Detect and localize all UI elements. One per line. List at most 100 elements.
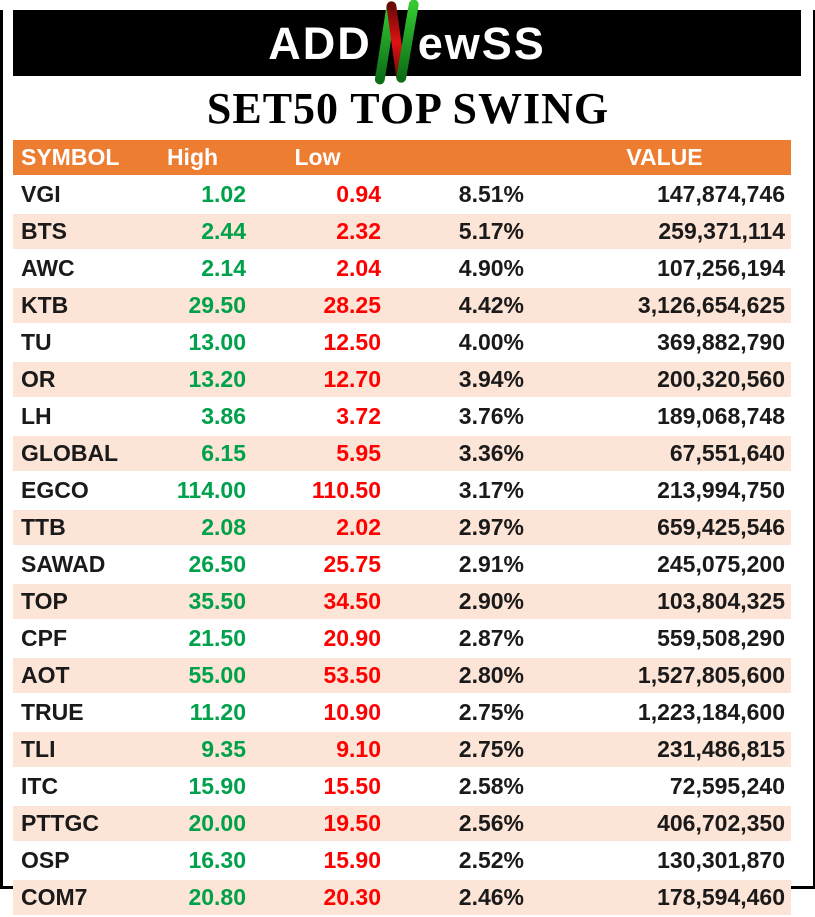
table-row: CPF 21.50 20.90 2.87% 559,508,290 xyxy=(13,620,791,658)
low-cell: 20.90 xyxy=(250,620,385,658)
symbol-cell: TOP xyxy=(13,583,135,621)
low-cell: 53.50 xyxy=(250,657,385,695)
symbol-cell: BTS xyxy=(13,213,135,251)
swing-percent-cell: 2.87% xyxy=(385,620,538,658)
high-cell: 13.00 xyxy=(135,324,250,362)
table-header: SYMBOL High Low VALUE xyxy=(13,140,791,177)
low-cell: 2.04 xyxy=(250,250,385,288)
low-cell: 0.94 xyxy=(250,176,385,214)
header-low: Low xyxy=(250,140,385,177)
header-swing-percent xyxy=(385,140,538,177)
swing-percent-cell: 4.90% xyxy=(385,250,538,288)
low-cell: 3.72 xyxy=(250,398,385,436)
high-cell: 20.00 xyxy=(135,805,250,843)
value-cell: 130,301,870 xyxy=(538,842,791,880)
swing-percent-cell: 2.58% xyxy=(385,768,538,806)
symbol-cell: AOT xyxy=(13,657,135,695)
table-row: TLI 9.35 9.10 2.75% 231,486,815 xyxy=(13,731,791,769)
low-cell: 110.50 xyxy=(250,472,385,510)
low-cell: 10.90 xyxy=(250,694,385,732)
high-cell: 20.80 xyxy=(135,879,250,917)
table-row: TU 13.00 12.50 4.00% 369,882,790 xyxy=(13,324,791,362)
high-cell: 21.50 xyxy=(135,620,250,658)
symbol-cell: OSP xyxy=(13,842,135,880)
table-header-row: SYMBOL High Low VALUE xyxy=(13,140,791,177)
swing-percent-cell: 2.46% xyxy=(385,879,538,917)
value-cell: 67,551,640 xyxy=(538,435,791,473)
swing-percent-cell: 3.76% xyxy=(385,398,538,436)
value-cell: 231,486,815 xyxy=(538,731,791,769)
set50-swing-table: SYMBOL High Low VALUE VGI 1.02 0.94 8.51% 14… xyxy=(13,140,791,917)
value-cell: 107,256,194 xyxy=(538,250,791,288)
value-cell: 1,223,184,600 xyxy=(538,694,791,732)
swing-percent-cell: 2.75% xyxy=(385,731,538,769)
value-cell: 213,994,750 xyxy=(538,472,791,510)
symbol-cell: OR xyxy=(13,361,135,399)
low-cell: 34.50 xyxy=(250,583,385,621)
high-cell: 15.90 xyxy=(135,768,250,806)
swing-percent-cell: 4.00% xyxy=(385,324,538,362)
swing-percent-cell: 2.91% xyxy=(385,546,538,584)
symbol-cell: AWC xyxy=(13,250,135,288)
high-cell: 1.02 xyxy=(135,176,250,214)
swing-percent-cell: 2.75% xyxy=(385,694,538,732)
header-high: High xyxy=(135,140,250,177)
low-cell: 28.25 xyxy=(250,287,385,325)
table-row: TRUE 11.20 10.90 2.75% 1,223,184,600 xyxy=(13,694,791,732)
low-cell: 12.70 xyxy=(250,361,385,399)
swing-percent-cell: 3.94% xyxy=(385,361,538,399)
logo-banner: ADD xyxy=(13,0,801,84)
swing-percent-cell: 2.90% xyxy=(385,583,538,621)
table-row: VGI 1.02 0.94 8.51% 147,874,746 xyxy=(13,176,791,214)
value-cell: 406,702,350 xyxy=(538,805,791,843)
value-cell: 178,594,460 xyxy=(538,879,791,917)
page-title: SET50 TOP SWING xyxy=(206,84,610,133)
value-cell: 147,874,746 xyxy=(538,176,791,214)
symbol-cell: EGCO xyxy=(13,472,135,510)
swing-percent-cell: 3.36% xyxy=(385,435,538,473)
value-cell: 245,075,200 xyxy=(538,546,791,584)
high-cell: 29.50 xyxy=(135,287,250,325)
table-row: COM7 20.80 20.30 2.46% 178,594,460 xyxy=(13,879,791,917)
table-row: OSP 16.30 15.90 2.52% 130,301,870 xyxy=(13,842,791,880)
low-cell: 12.50 xyxy=(250,324,385,362)
swing-percent-cell: 2.56% xyxy=(385,805,538,843)
table-row: AOT 55.00 53.50 2.80% 1,527,805,600 xyxy=(13,657,791,695)
high-cell: 3.86 xyxy=(135,398,250,436)
value-cell: 659,425,546 xyxy=(538,509,791,547)
value-cell: 369,882,790 xyxy=(538,324,791,362)
symbol-cell: LH xyxy=(13,398,135,436)
table-row: TTB 2.08 2.02 2.97% 659,425,546 xyxy=(13,509,791,547)
logo-text-prefix: ADD xyxy=(268,17,372,69)
swing-percent-cell: 3.17% xyxy=(385,472,538,510)
symbol-cell: ITC xyxy=(13,768,135,806)
value-cell: 189,068,748 xyxy=(538,398,791,436)
value-cell: 1,527,805,600 xyxy=(538,657,791,695)
high-cell: 26.50 xyxy=(135,546,250,584)
table-row: PTTGC 20.00 19.50 2.56% 406,702,350 xyxy=(13,805,791,843)
table-row: ITC 15.90 15.50 2.58% 72,595,240 xyxy=(13,768,791,806)
value-cell: 72,595,240 xyxy=(538,768,791,806)
symbol-cell: TRUE xyxy=(13,694,135,732)
high-cell: 2.14 xyxy=(135,250,250,288)
low-cell: 15.90 xyxy=(250,842,385,880)
high-cell: 35.50 xyxy=(135,583,250,621)
symbol-cell: SAWAD xyxy=(13,546,135,584)
addnewss-logo: ADD xyxy=(268,0,546,90)
table-row: GLOBAL 6.15 5.95 3.36% 67,551,640 xyxy=(13,435,791,473)
table-row: BTS 2.44 2.32 5.17% 259,371,114 xyxy=(13,213,791,251)
table-body: VGI 1.02 0.94 8.51% 147,874,746 BTS 2.44 2.32 5.… xyxy=(13,176,791,917)
logo-text-suffix: ewSS xyxy=(417,17,546,69)
header-symbol: SYMBOL xyxy=(13,140,135,177)
high-cell: 16.30 xyxy=(135,842,250,880)
value-cell: 200,320,560 xyxy=(538,361,791,399)
symbol-cell: TU xyxy=(13,324,135,362)
swing-percent-cell: 5.17% xyxy=(385,213,538,251)
table-row: OR 13.20 12.70 3.94% 200,320,560 xyxy=(13,361,791,399)
high-cell: 11.20 xyxy=(135,694,250,732)
high-cell: 13.20 xyxy=(135,361,250,399)
low-cell: 20.30 xyxy=(250,879,385,917)
symbol-cell: TTB xyxy=(13,509,135,547)
low-cell: 15.50 xyxy=(250,768,385,806)
